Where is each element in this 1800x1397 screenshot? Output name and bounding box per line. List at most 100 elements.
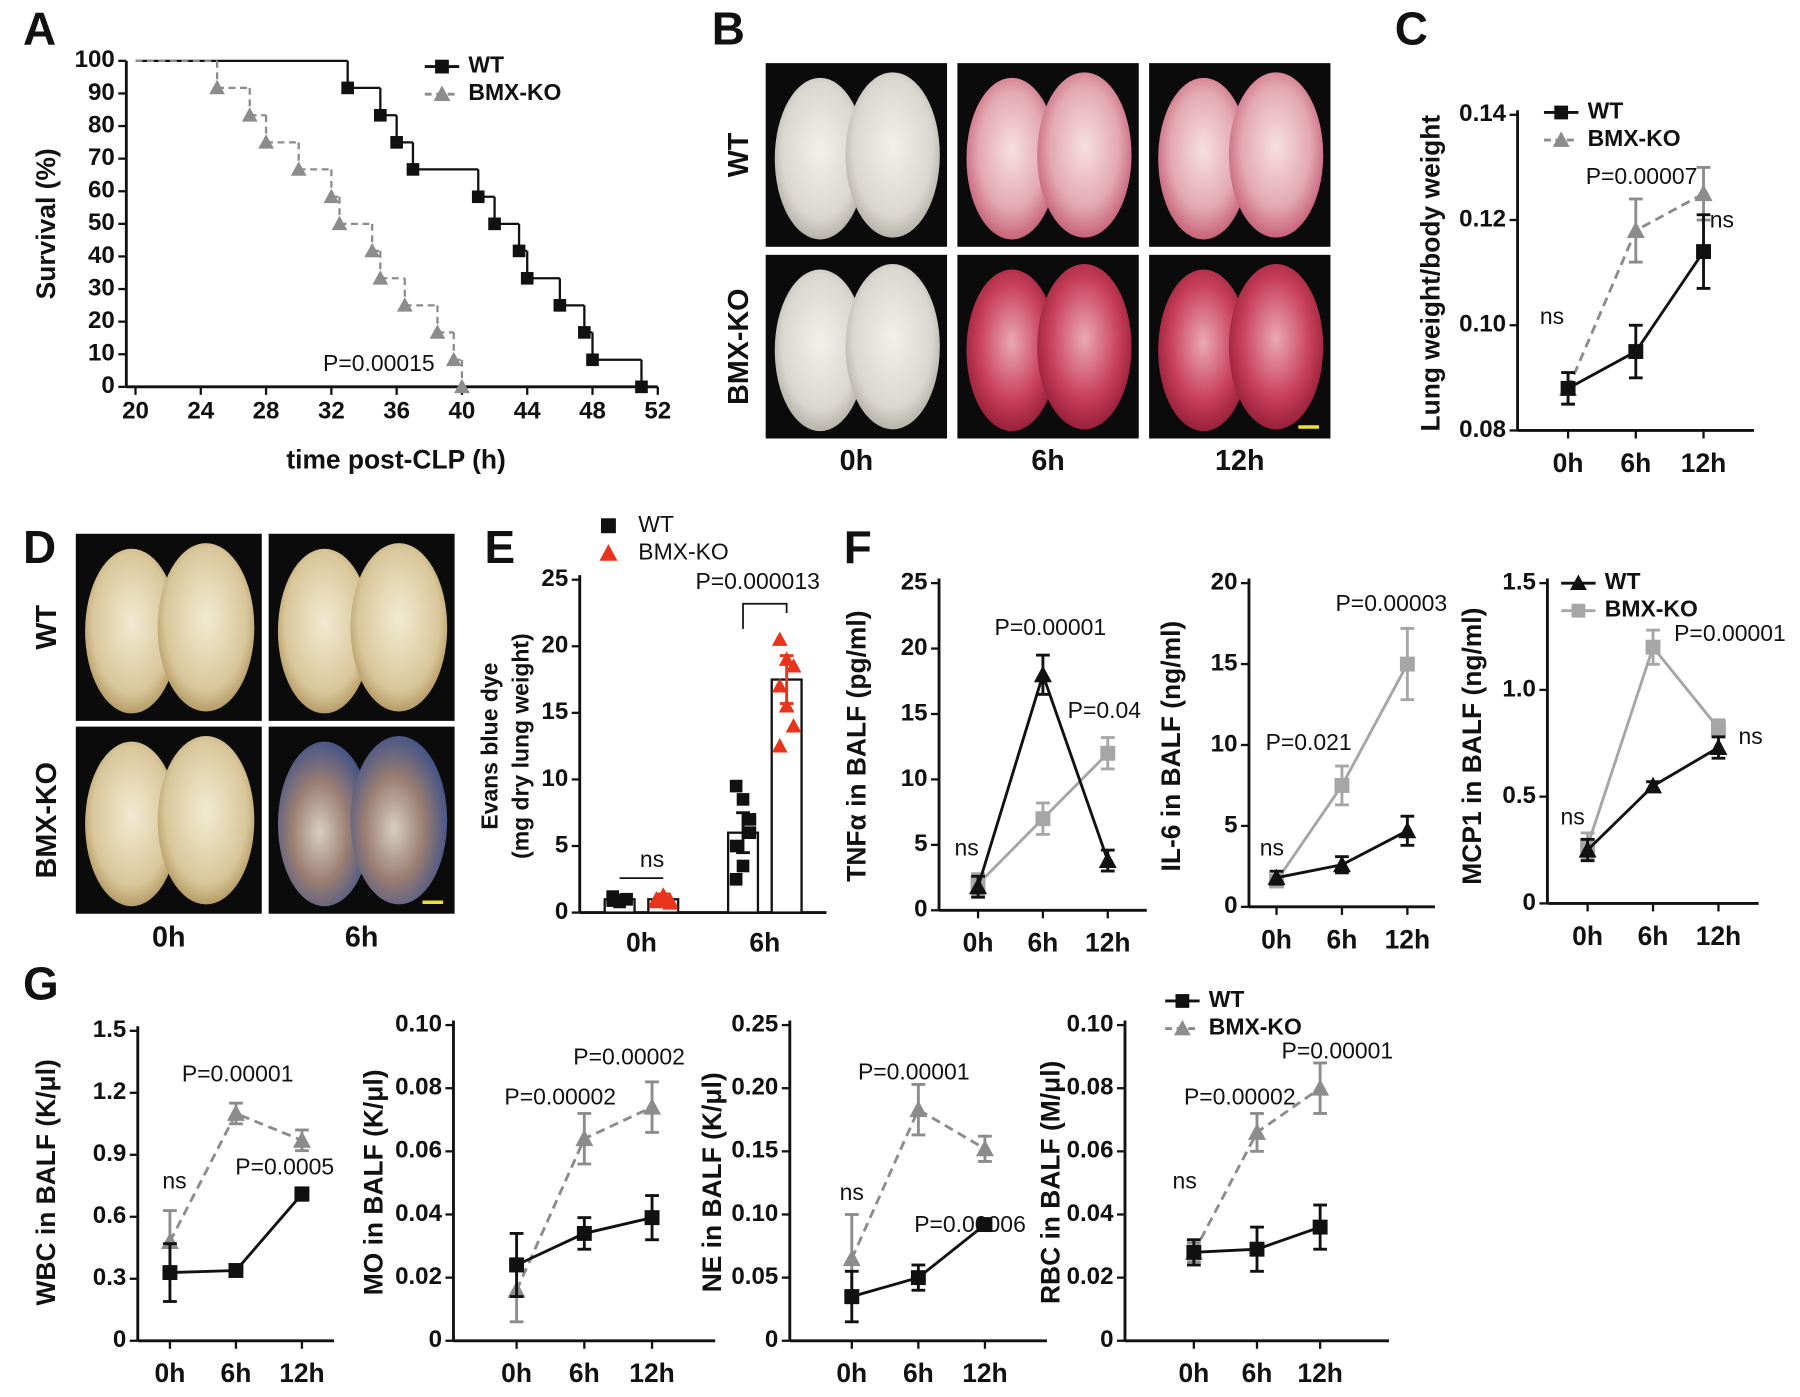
annotation: ns xyxy=(1540,303,1564,329)
data-point xyxy=(341,81,354,95)
y-tick-label: 60 xyxy=(88,177,115,204)
y-tick-label: 0.14 xyxy=(1459,100,1506,127)
y-tick-label: 15 xyxy=(901,699,928,726)
annotation: ns xyxy=(840,1179,864,1205)
lung-lobe xyxy=(1228,264,1324,430)
annotation: P=0.021 xyxy=(1266,729,1352,755)
data-point xyxy=(778,698,795,713)
y-axis-label: MO in BALF (K/μl) xyxy=(358,1069,388,1295)
lung-lobe xyxy=(157,543,255,712)
series-line xyxy=(850,1107,986,1260)
annotation: ns xyxy=(1561,804,1585,830)
y-tick-label: 70 xyxy=(88,144,115,171)
series-line xyxy=(1586,644,1720,847)
annotation: P=0.00001 xyxy=(858,1058,970,1084)
y-axis-label: Lung weight/body weight xyxy=(1416,115,1446,432)
lung-lobe xyxy=(1158,269,1249,432)
x-tick-label: 32 xyxy=(318,397,345,424)
data-point xyxy=(406,163,420,176)
series-line xyxy=(1586,746,1720,852)
y-tick-label: 0.06 xyxy=(395,1137,442,1164)
y-tick-label: 5 xyxy=(914,830,927,857)
legend-label: WT xyxy=(638,511,674,537)
y-tick-label: 100 xyxy=(75,46,115,73)
x-tick-label: 0h xyxy=(1178,1358,1209,1388)
data-point xyxy=(586,353,599,367)
x-tick-label: 20 xyxy=(122,397,149,424)
annotation: P=0.00015 xyxy=(323,350,435,376)
data-point xyxy=(771,678,788,693)
x-tick-label: 12h xyxy=(1385,924,1430,954)
data-point xyxy=(553,299,567,312)
data-point xyxy=(1626,221,1645,238)
y-tick-label: 0.04 xyxy=(1067,1200,1114,1227)
y-tick-label: 5 xyxy=(1224,811,1237,838)
data-point xyxy=(396,297,413,312)
y-tick-label: 20 xyxy=(541,632,568,659)
annotation: ns xyxy=(1260,835,1284,861)
data-point xyxy=(785,718,802,733)
y-tick-label: 0.6 xyxy=(93,1202,127,1229)
y-axis-label: Survival (%) xyxy=(31,148,61,299)
y-axis-label: Evans blue dye xyxy=(476,663,502,830)
data-point xyxy=(771,631,788,646)
x-tick-label: 6h xyxy=(1638,921,1669,951)
column-label: 0h xyxy=(840,445,873,477)
y-tick-label: 25 xyxy=(541,565,568,592)
data-point xyxy=(374,108,387,122)
annotation: P=0.00001 xyxy=(182,1061,294,1087)
y-tick-label: 0.12 xyxy=(1459,205,1506,232)
legend-label: WT xyxy=(1605,568,1641,594)
y-tick-label: 1.0 xyxy=(1502,675,1536,702)
x-tick-label: 0h xyxy=(1572,921,1603,951)
legend-marker xyxy=(1571,603,1586,618)
y-tick-label: 10 xyxy=(1211,730,1238,757)
lung-lobe xyxy=(85,548,179,714)
legend-label: WT xyxy=(468,52,504,78)
x-tick-label: 12h xyxy=(279,1358,324,1388)
annotation: P=0.00002 xyxy=(504,1084,616,1110)
y-tick-label: 25 xyxy=(901,568,928,595)
data-point xyxy=(1398,821,1417,839)
x-tick-label: 0h xyxy=(501,1358,532,1388)
column-label: 0h xyxy=(152,922,185,954)
annotation: P=0.00002 xyxy=(573,1043,685,1069)
annotation: P=0.00002 xyxy=(1184,1084,1296,1110)
legend-marker xyxy=(600,518,616,534)
data-point xyxy=(844,1289,860,1305)
y-tick-label: 0.08 xyxy=(1067,1074,1114,1101)
data-point xyxy=(1710,720,1726,736)
data-point xyxy=(512,244,526,258)
data-point xyxy=(977,1217,993,1233)
data-point xyxy=(1694,184,1713,202)
legend-marker xyxy=(1552,131,1570,147)
y-axis-label: NE in BALF (K/μl) xyxy=(697,1072,727,1292)
row-label: BMX-KO xyxy=(723,288,755,404)
y-tick-label: 1.2 xyxy=(93,1078,127,1105)
data-point xyxy=(575,1129,594,1147)
data-point xyxy=(635,380,648,394)
y-tick-label: 0.5 xyxy=(1502,782,1536,809)
y-tick-label: 20 xyxy=(901,634,928,661)
legend-marker xyxy=(1175,994,1190,1008)
lung-lobe xyxy=(277,741,371,907)
y-tick-label: 0 xyxy=(101,372,114,399)
data-point xyxy=(644,1210,660,1226)
y-tick-label: 0.10 xyxy=(1459,311,1506,338)
y-tick-label: 1.5 xyxy=(1502,568,1536,595)
legend-label: WT xyxy=(1209,986,1245,1012)
x-tick-label: 0h xyxy=(1261,924,1292,954)
data-point xyxy=(910,1270,926,1286)
y-tick-label: 0.3 xyxy=(93,1264,127,1291)
lung-lobe xyxy=(845,72,940,238)
lung-lobe xyxy=(774,77,866,240)
data-point xyxy=(372,270,389,285)
legend-label: BMX-KO xyxy=(1605,596,1698,622)
y-tick-label: 0 xyxy=(555,898,568,925)
annotation: P=0.04 xyxy=(1068,697,1142,723)
y-tick-label: 10 xyxy=(901,765,928,792)
y-tick-label: 10 xyxy=(88,340,115,367)
data-point xyxy=(771,738,788,753)
annotation: ns xyxy=(640,846,664,872)
row-label: BMX-KO xyxy=(31,762,63,878)
